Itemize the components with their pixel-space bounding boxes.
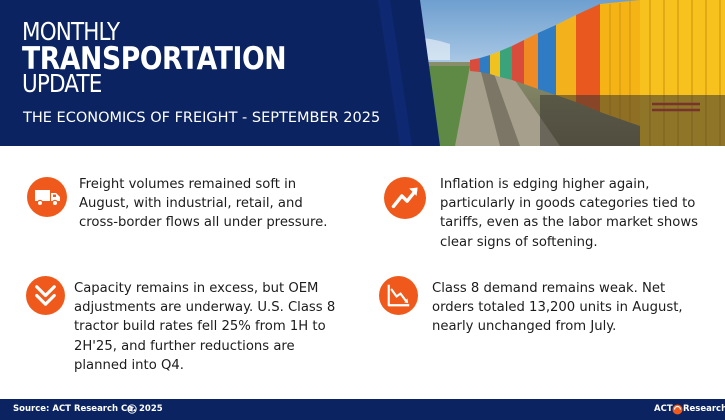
footer-year: 2025 — [139, 404, 163, 414]
logo-act-text: ACT — [654, 404, 673, 414]
subtitle: THE ECONOMICS OF FREIGHT - SEPTEMBER 202… — [23, 110, 381, 126]
title-line-transportation: TRANSPORTATION — [22, 41, 287, 77]
point-text: Capacity remains in excess, but OEM adju… — [74, 281, 336, 373]
downtrend-chart-icon — [379, 276, 418, 315]
delivery-truck-icon — [27, 177, 67, 217]
title-panel — [0, 0, 440, 146]
footer-bar: Source: ACT Research Co. 2025 ACT Resear… — [0, 399, 725, 420]
double-chevron-down-icon — [26, 276, 65, 315]
footer-source: Source: ACT Research Co. — [13, 404, 137, 414]
logo-mark-icon — [672, 404, 683, 415]
trend-up-arrow-icon — [384, 177, 426, 219]
copyright-icon — [127, 404, 137, 414]
logo-research-text: Research — [683, 404, 725, 414]
title-line-update: UPDATE — [22, 69, 102, 98]
point-text: Class 8 demand remains weak. Net orders … — [432, 281, 683, 335]
title-line-monthly: MONTHLY — [22, 17, 120, 46]
header-banner: MONTHLY TRANSPORTATION UPDATE THE ECONOM… — [0, 0, 725, 146]
point-text: Inflation is edging higher again, partic… — [440, 177, 698, 250]
point-text: Freight volumes remained soft in August,… — [79, 177, 328, 231]
